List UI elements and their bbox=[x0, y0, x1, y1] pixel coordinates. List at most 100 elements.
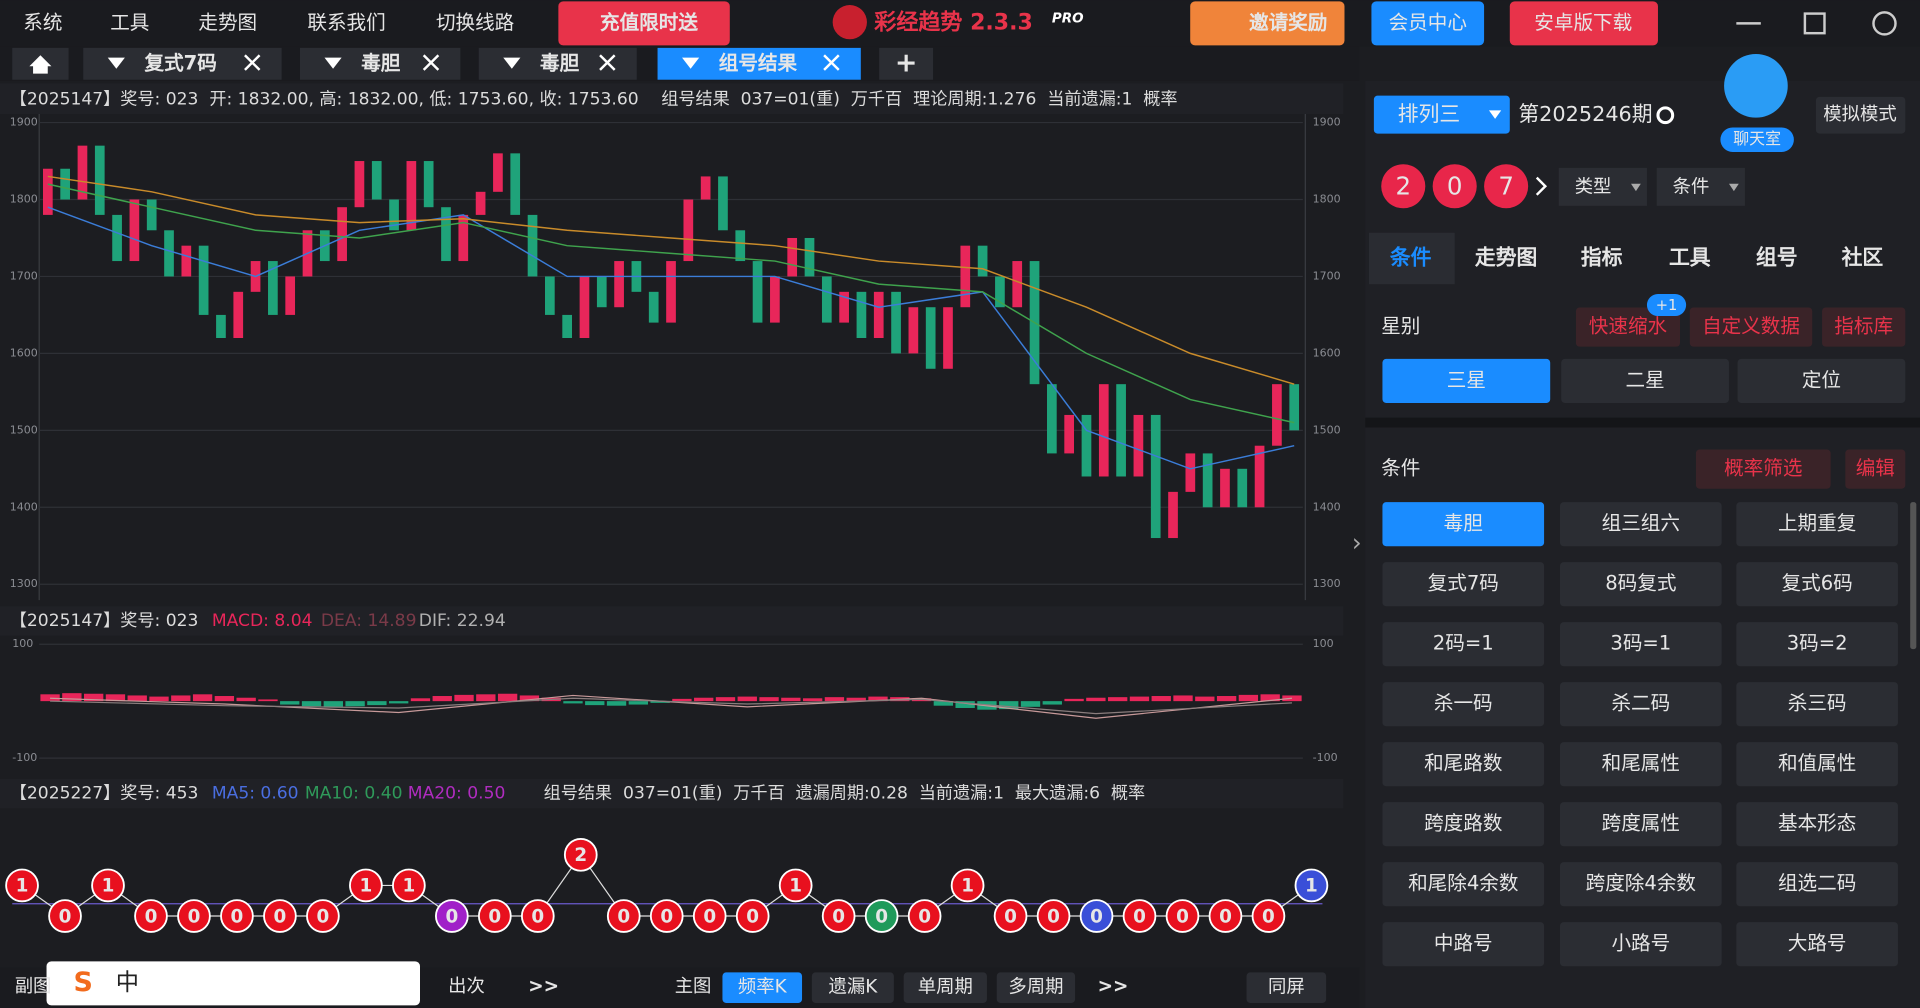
tab-close-icon[interactable] bbox=[244, 54, 261, 71]
add-tab-label: + bbox=[895, 47, 918, 78]
condition-button[interactable] bbox=[1560, 862, 1722, 907]
same-button[interactable] bbox=[1246, 972, 1327, 1003]
candle bbox=[544, 276, 555, 315]
condition-button[interactable] bbox=[1736, 682, 1898, 727]
condition-button[interactable] bbox=[1736, 502, 1898, 547]
condition-button-label: 组选二码 bbox=[1778, 872, 1856, 895]
condition-button[interactable] bbox=[1736, 562, 1898, 607]
mode-button-label: 遗漏K bbox=[828, 977, 878, 998]
macd-bar bbox=[62, 693, 82, 702]
condition-button[interactable] bbox=[1736, 922, 1898, 967]
link-button[interactable] bbox=[1822, 307, 1906, 347]
condition-button[interactable] bbox=[1736, 622, 1898, 667]
condition-button[interactable] bbox=[1560, 682, 1722, 727]
link-button[interactable] bbox=[1575, 307, 1680, 347]
ball-label: 2 bbox=[1395, 171, 1411, 200]
dot bbox=[263, 899, 297, 933]
dot-label: 1 bbox=[402, 876, 415, 897]
condition-button[interactable] bbox=[1382, 682, 1545, 727]
dot-label: 0 bbox=[1090, 906, 1103, 927]
y-tick-label: 1900 bbox=[1313, 116, 1341, 129]
tab-close-icon[interactable] bbox=[599, 54, 616, 71]
macd-bar bbox=[759, 697, 779, 702]
android-button[interactable] bbox=[1509, 1, 1658, 46]
ma-line bbox=[47, 183, 1295, 424]
promo-button[interactable] bbox=[558, 1, 730, 46]
mode-button[interactable] bbox=[903, 972, 987, 1003]
candle bbox=[1133, 414, 1144, 477]
condition-button[interactable] bbox=[1382, 562, 1545, 607]
candle bbox=[146, 199, 157, 231]
condition-button[interactable] bbox=[1560, 502, 1722, 547]
chat-avatar[interactable] bbox=[1724, 54, 1788, 118]
mode-button[interactable] bbox=[811, 972, 894, 1003]
candle bbox=[614, 261, 624, 308]
condition-button[interactable] bbox=[1382, 802, 1545, 847]
condition-button[interactable] bbox=[1382, 502, 1545, 547]
select-arrow bbox=[1488, 110, 1502, 119]
condition-button[interactable] bbox=[1736, 742, 1898, 787]
scrollbar[interactable] bbox=[1910, 502, 1917, 650]
y-tick-label: 100 bbox=[12, 637, 33, 650]
dot-label: 0 bbox=[188, 906, 201, 927]
condition-button[interactable] bbox=[1560, 562, 1722, 607]
ma10-value: MA10: 0.40 bbox=[305, 784, 403, 804]
power-icon[interactable] bbox=[1872, 11, 1897, 36]
dot-label: 0 bbox=[875, 906, 888, 927]
candle bbox=[925, 307, 936, 369]
macd-bar bbox=[83, 693, 104, 702]
tab[interactable] bbox=[478, 47, 637, 80]
lottery-select[interactable] bbox=[1373, 95, 1510, 134]
filter-select[interactable] bbox=[1558, 167, 1647, 206]
condition-button-label: 跨度除4余数 bbox=[1586, 872, 1697, 895]
filter-select[interactable] bbox=[1656, 167, 1745, 206]
star-button[interactable] bbox=[1737, 358, 1906, 403]
tab-close-icon[interactable] bbox=[823, 54, 840, 71]
dot bbox=[1165, 899, 1200, 933]
mode-button[interactable] bbox=[722, 972, 803, 1003]
member-button[interactable] bbox=[1371, 1, 1485, 46]
star-button[interactable] bbox=[1561, 358, 1729, 403]
condition-button[interactable] bbox=[1382, 862, 1545, 907]
condition-button[interactable] bbox=[1560, 922, 1722, 967]
candle bbox=[1237, 468, 1248, 508]
dot-label: 0 bbox=[445, 906, 458, 927]
dot-label: 0 bbox=[1262, 906, 1275, 927]
ime-label: 中 bbox=[116, 969, 139, 996]
condition-button[interactable] bbox=[1382, 742, 1545, 787]
invite-button[interactable] bbox=[1190, 1, 1345, 46]
edit-button[interactable] bbox=[1845, 449, 1906, 489]
tab-close-icon[interactable] bbox=[422, 54, 440, 71]
macd-bar bbox=[1064, 698, 1084, 702]
candle bbox=[908, 307, 919, 354]
android-label: 安卓版下载 bbox=[1534, 11, 1632, 34]
mode-button[interactable] bbox=[996, 972, 1076, 1003]
condition-button-label: 和尾路数 bbox=[1424, 752, 1503, 775]
sim-button[interactable] bbox=[1815, 96, 1906, 134]
link-button[interactable] bbox=[1689, 307, 1813, 347]
star-button[interactable] bbox=[1382, 358, 1551, 403]
refresh-icon[interactable] bbox=[1656, 106, 1675, 125]
candle bbox=[1185, 453, 1196, 492]
macd-bar bbox=[127, 695, 147, 702]
condition-button[interactable] bbox=[1560, 742, 1722, 787]
add-tab[interactable] bbox=[879, 47, 934, 80]
y-tick-label: 1700 bbox=[10, 269, 38, 282]
condition-button[interactable] bbox=[1736, 802, 1898, 847]
header-bg bbox=[0, 778, 1344, 809]
condition-button[interactable] bbox=[1560, 622, 1722, 667]
badge bbox=[1646, 294, 1687, 317]
ime-toolbar[interactable] bbox=[46, 961, 421, 1006]
condition-button[interactable] bbox=[1736, 862, 1898, 907]
collapse-arrow[interactable]: › bbox=[1352, 528, 1362, 557]
condition-button[interactable] bbox=[1382, 922, 1545, 967]
dot bbox=[91, 868, 125, 903]
restore-icon[interactable] bbox=[1803, 12, 1826, 35]
condition-button[interactable] bbox=[1382, 622, 1545, 667]
prob-select[interactable] bbox=[1695, 449, 1831, 489]
macd-bar bbox=[1282, 695, 1302, 702]
dot bbox=[1079, 899, 1114, 933]
condition-button[interactable] bbox=[1560, 802, 1722, 847]
